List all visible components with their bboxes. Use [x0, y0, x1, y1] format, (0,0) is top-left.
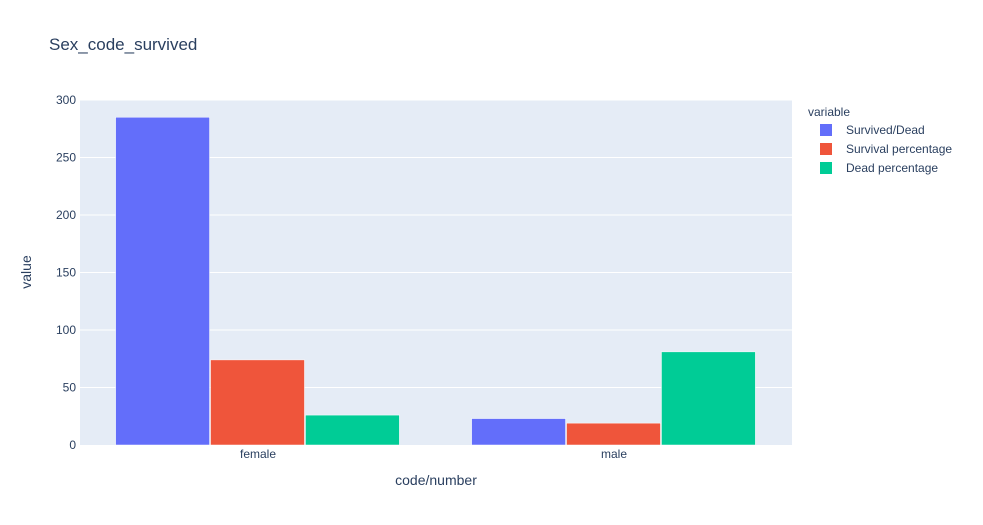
legend-title: variable: [808, 105, 850, 119]
y-tick-label: 100: [56, 323, 76, 337]
bar-male-2[interactable]: [661, 351, 756, 446]
y-tick-label: 150: [56, 266, 76, 280]
y-tick-label: 50: [63, 381, 77, 395]
legend-label: Survived/Dead: [846, 123, 925, 137]
x-axis-title: code/number: [395, 472, 477, 488]
legend-item[interactable]: Dead percentage: [820, 161, 938, 175]
y-tick-label: 0: [69, 438, 76, 452]
y-tick-label: 250: [56, 151, 76, 165]
legend-item[interactable]: Survival percentage: [820, 142, 952, 156]
bar-male-0[interactable]: [471, 418, 566, 446]
y-tick-label: 200: [56, 208, 76, 222]
legend-items[interactable]: Survived/Dead Survival percentage Dead per…: [820, 123, 952, 175]
bar-female-1[interactable]: [210, 359, 305, 446]
chart-title: Sex_code_survived: [49, 35, 197, 54]
y-tick-label: 300: [56, 93, 76, 107]
legend-label: Dead percentage: [846, 161, 938, 175]
y-axis-title: value: [18, 255, 34, 289]
bar-female-2[interactable]: [305, 414, 400, 446]
y-axis-ticks: 0 50 100 150 200 250 300: [56, 93, 76, 452]
bar-male-1[interactable]: [566, 422, 661, 446]
legend-swatch: [820, 124, 832, 136]
legend-item[interactable]: Survived/Dead: [820, 123, 925, 137]
legend-label: Survival percentage: [846, 142, 952, 156]
legend-swatch: [820, 162, 832, 174]
bar-female-0[interactable]: [115, 117, 210, 446]
x-axis-ticks: female male: [240, 447, 627, 461]
legend[interactable]: variable Survived/Dead Survival percentag…: [808, 105, 952, 175]
x-tick-label: female: [240, 447, 276, 461]
bars[interactable]: [115, 117, 756, 446]
x-tick-label: male: [601, 447, 627, 461]
legend-swatch: [820, 143, 832, 155]
